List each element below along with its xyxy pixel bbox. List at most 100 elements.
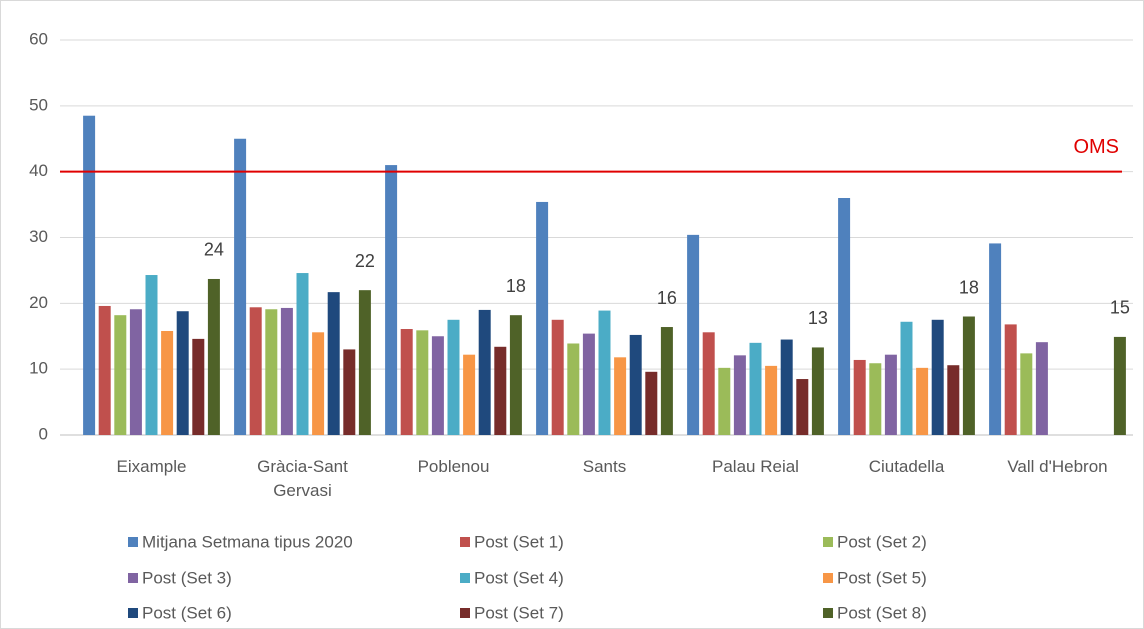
y-tick-label: 10 xyxy=(29,359,48,378)
bar xyxy=(718,367,731,435)
legend-swatch xyxy=(460,573,470,583)
legend-label: Post (Set 3) xyxy=(142,568,232,587)
bar xyxy=(509,315,522,435)
legend-label: Post (Set 1) xyxy=(474,532,564,551)
x-tick-label: Ciutadella xyxy=(868,457,945,476)
bar xyxy=(176,311,189,435)
data-label: 13 xyxy=(808,308,828,328)
x-tick-label: Vall d'Hebron xyxy=(1007,457,1108,476)
bar xyxy=(884,354,897,435)
bar xyxy=(1020,353,1033,435)
bar xyxy=(463,354,476,435)
bar xyxy=(733,355,746,435)
y-tick-label: 0 xyxy=(39,424,48,443)
legend-swatch xyxy=(128,537,138,547)
legend-label: Post (Set 2) xyxy=(837,532,927,551)
bar xyxy=(98,305,111,435)
bar xyxy=(660,327,673,435)
bar xyxy=(916,367,929,435)
bar xyxy=(629,334,642,435)
bar xyxy=(129,309,142,435)
bar xyxy=(702,332,715,435)
legend-swatch xyxy=(460,537,470,547)
bar xyxy=(614,357,627,435)
x-tick-label: Palau Reial xyxy=(712,457,799,476)
bar xyxy=(551,319,564,435)
legend-swatch xyxy=(460,608,470,618)
legend-label: Post (Set 4) xyxy=(474,568,564,587)
bar xyxy=(494,346,507,435)
bar xyxy=(296,273,309,435)
bar xyxy=(582,333,595,435)
bar xyxy=(312,332,325,435)
bar xyxy=(931,319,944,435)
bar xyxy=(161,330,174,435)
bar xyxy=(853,359,866,435)
bar xyxy=(900,321,913,435)
legend-swatch xyxy=(128,573,138,583)
legend-swatch xyxy=(128,608,138,618)
bar xyxy=(838,198,851,435)
bar xyxy=(780,339,793,435)
bar xyxy=(645,371,658,435)
data-label: 16 xyxy=(657,288,677,308)
bar xyxy=(1113,336,1126,435)
bar xyxy=(385,165,398,436)
bar xyxy=(869,363,882,435)
x-tick-label: Sants xyxy=(582,457,627,476)
x-tick-label: Gràcia-Sant Gervasi xyxy=(257,457,348,500)
legend-label: Post (Set 6) xyxy=(142,603,232,622)
legend-label: Mitjana Setmana tipus 2020 xyxy=(142,532,353,551)
legend-label: Post (Set 5) xyxy=(837,568,927,587)
bar xyxy=(358,290,371,435)
y-tick-label: 30 xyxy=(29,227,48,246)
bar xyxy=(249,307,262,435)
bar xyxy=(416,330,429,435)
legend-label: Post (Set 8) xyxy=(837,603,927,622)
bar xyxy=(947,365,960,435)
data-label: 18 xyxy=(506,276,526,296)
reference-label: OMS xyxy=(1073,136,1119,158)
bar xyxy=(192,338,205,435)
bar xyxy=(1004,324,1017,435)
bar xyxy=(145,275,158,435)
bar xyxy=(207,278,220,435)
bar xyxy=(478,309,491,435)
data-label: 24 xyxy=(204,240,224,260)
bar xyxy=(280,307,293,435)
y-tick-label: 50 xyxy=(29,95,48,114)
bar xyxy=(687,234,700,435)
bar xyxy=(83,115,96,435)
bar xyxy=(749,342,762,435)
legend-swatch xyxy=(823,608,833,618)
bar xyxy=(989,243,1002,435)
bar xyxy=(962,316,975,435)
bar xyxy=(447,319,460,435)
bar xyxy=(343,349,356,435)
y-tick-label: 20 xyxy=(29,293,48,312)
bar xyxy=(536,201,549,435)
legend-label: Post (Set 7) xyxy=(474,603,564,622)
data-label: 15 xyxy=(1110,298,1130,318)
bar xyxy=(811,347,824,435)
bar xyxy=(265,309,278,435)
bar xyxy=(1035,342,1048,435)
bar xyxy=(796,379,809,435)
bar xyxy=(431,336,444,435)
legend-swatch xyxy=(823,537,833,547)
bar xyxy=(567,343,580,435)
x-tick-label: Eixample xyxy=(116,457,187,476)
bar xyxy=(327,292,340,435)
legend-swatch xyxy=(823,573,833,583)
y-tick-label: 40 xyxy=(29,161,48,180)
bar xyxy=(400,329,413,435)
bar xyxy=(234,138,247,435)
bar xyxy=(598,310,611,435)
x-tick-label: Poblenou xyxy=(417,457,490,476)
data-label: 22 xyxy=(355,251,375,271)
bar xyxy=(765,365,778,435)
y-tick-label: 60 xyxy=(29,29,48,48)
data-label: 18 xyxy=(959,277,979,297)
